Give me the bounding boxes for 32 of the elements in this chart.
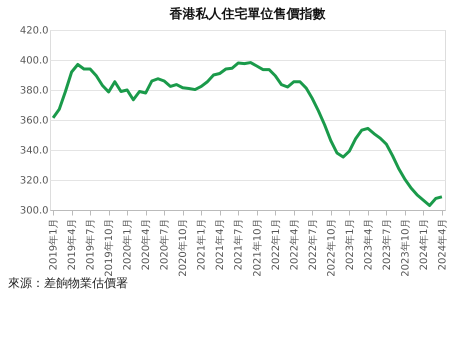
x-tick-label: 2023年1月 bbox=[344, 218, 356, 270]
x-tick-label: 2023年10月 bbox=[399, 218, 412, 277]
x-tick-label: 2020年7月 bbox=[158, 218, 171, 270]
x-tick-label: 2019年7月 bbox=[84, 218, 97, 270]
x-tick-label: 2022年10月 bbox=[325, 218, 338, 277]
x-tick-label: 2024年1月 bbox=[418, 218, 430, 270]
x-tick-label: 2020年1月 bbox=[122, 218, 134, 270]
y-tick-label: 400.0 bbox=[20, 56, 48, 66]
y-tick-label: 360.0 bbox=[20, 116, 48, 126]
x-tick-label: 2021年1月 bbox=[196, 218, 208, 270]
x-tick-label: 2022年4月 bbox=[288, 218, 300, 270]
y-tick-label: 320.0 bbox=[20, 176, 48, 186]
y-tick-label: 380.0 bbox=[20, 86, 48, 96]
x-tick-label: 2022年1月 bbox=[270, 218, 282, 270]
x-tick-label: 2021年4月 bbox=[214, 218, 226, 270]
x-tick-label: 2021年7月 bbox=[232, 218, 245, 270]
chart-title: 香港私人住宅單位售價指數 bbox=[168, 6, 326, 22]
x-tick-label: 2023年4月 bbox=[362, 218, 374, 270]
y-tick-label: 340.0 bbox=[20, 146, 48, 156]
text: 來源：差餉物業估價署 bbox=[8, 276, 128, 290]
x-tick-label: 2022年7月 bbox=[306, 218, 319, 270]
y-tick-label: 300.0 bbox=[20, 206, 48, 216]
y-tick-label: 420.0 bbox=[20, 26, 48, 36]
x-tick-label: 2023年7月 bbox=[380, 218, 393, 270]
x-tick-label: 2019年4月 bbox=[66, 218, 78, 270]
x-tick-label: 2020年10月 bbox=[177, 218, 190, 277]
x-tick-label: 2019年10月 bbox=[103, 218, 116, 277]
line-series bbox=[52, 61, 444, 207]
x-tick-label: 2024年4月 bbox=[436, 218, 448, 270]
x-tick-label: 2019年1月 bbox=[48, 218, 60, 270]
x-tick-label: 2020年4月 bbox=[140, 218, 152, 270]
x-tick-label: 2021年10月 bbox=[251, 218, 264, 277]
